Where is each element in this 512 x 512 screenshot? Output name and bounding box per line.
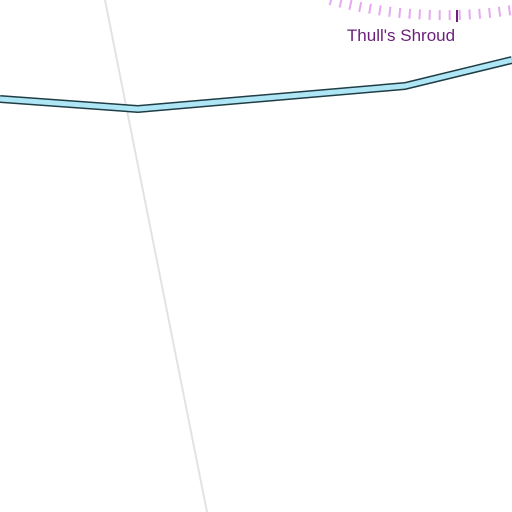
path-line xyxy=(104,0,208,512)
shroud-boundary xyxy=(328,0,512,21)
river[interactable] xyxy=(0,57,512,112)
poi-label-thulls-shroud[interactable]: Thull's Shroud xyxy=(347,26,455,45)
